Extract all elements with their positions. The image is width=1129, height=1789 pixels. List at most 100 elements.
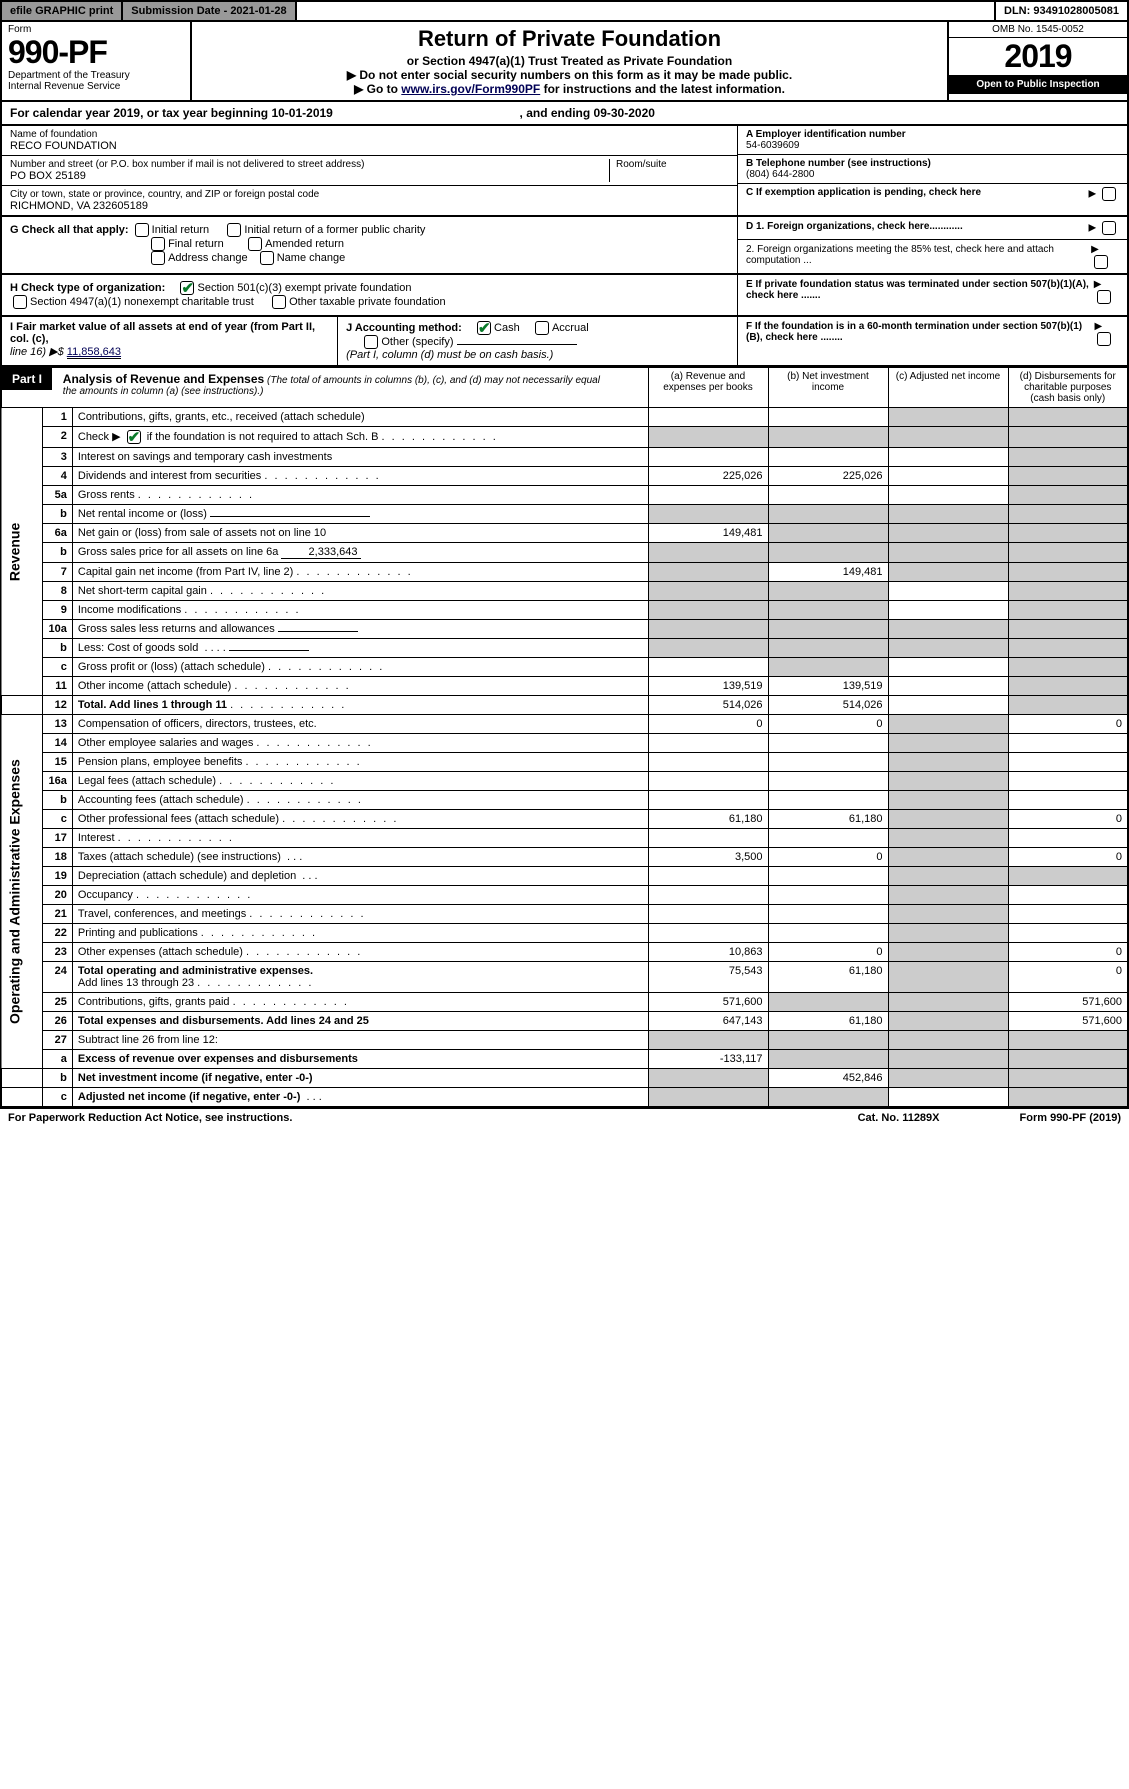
page-title: Return of Private Foundation bbox=[202, 26, 937, 52]
row-num: 8 bbox=[42, 582, 72, 601]
cal-begin: 10-01-2019 bbox=[271, 106, 332, 120]
row-text: Excess of revenue over expenses and disb… bbox=[72, 1050, 648, 1069]
j-label: J Accounting method: bbox=[346, 322, 462, 334]
c-cell: C If exemption application is pending, c… bbox=[738, 184, 1127, 204]
i-line: line 16) ▶$ bbox=[10, 346, 67, 358]
row-num: 23 bbox=[42, 943, 72, 962]
d2-label: 2. Foreign organizations meeting the 85%… bbox=[746, 244, 1091, 269]
row-num: 3 bbox=[42, 448, 72, 467]
table-row: 4 Dividends and interest from securities… bbox=[1, 467, 1128, 486]
j-cash: Cash bbox=[494, 322, 520, 334]
h-o3: Other taxable private foundation bbox=[289, 296, 446, 308]
row-num: 22 bbox=[42, 924, 72, 943]
g-section: G Check all that apply: Initial return I… bbox=[2, 217, 737, 273]
g-o1: Initial return bbox=[152, 224, 209, 236]
row-num: 24 bbox=[42, 962, 72, 993]
table-row: 26 Total expenses and disbursements. Add… bbox=[1, 1012, 1128, 1031]
table-row: c Other professional fees (attach schedu… bbox=[1, 810, 1128, 829]
r2-pre: Check ▶ bbox=[78, 431, 121, 443]
g-name-checkbox[interactable] bbox=[260, 251, 274, 265]
row-num: 5a bbox=[42, 486, 72, 505]
i-value: 11,858,643 bbox=[67, 346, 121, 359]
row-text: Total operating and administrative expen… bbox=[72, 962, 648, 993]
r24-b: 61,180 bbox=[768, 962, 888, 993]
row-text: Other professional fees (attach schedule… bbox=[72, 810, 648, 829]
h-4947-checkbox[interactable] bbox=[13, 295, 27, 309]
r13-d: 0 bbox=[1008, 715, 1128, 734]
g-initial-checkbox[interactable] bbox=[135, 223, 149, 237]
footer: For Paperwork Reduction Act Notice, see … bbox=[0, 1108, 1129, 1127]
row-num: 26 bbox=[42, 1012, 72, 1031]
table-row: c Adjusted net income (if negative, ente… bbox=[1, 1088, 1128, 1108]
address: PO BOX 25189 bbox=[10, 170, 609, 182]
g-address-checkbox[interactable] bbox=[151, 251, 165, 265]
r16c-d: 0 bbox=[1008, 810, 1128, 829]
table-row: 21 Travel, conferences, and meetings bbox=[1, 905, 1128, 924]
row-text: Accounting fees (attach schedule) bbox=[72, 791, 648, 810]
g-initial-public-checkbox[interactable] bbox=[227, 223, 241, 237]
note1: ▶ Do not enter social security numbers o… bbox=[202, 68, 937, 82]
r27b-b: 452,846 bbox=[768, 1069, 888, 1088]
row-num: 4 bbox=[42, 467, 72, 486]
j-other-input[interactable] bbox=[457, 344, 577, 345]
r4-b: 225,026 bbox=[768, 467, 888, 486]
table-row: 3 Interest on savings and temporary cash… bbox=[1, 448, 1128, 467]
schb-checkbox[interactable] bbox=[127, 430, 141, 444]
r23-d: 0 bbox=[1008, 943, 1128, 962]
table-row: b Net investment income (if negative, en… bbox=[1, 1069, 1128, 1088]
row-num: 12 bbox=[42, 696, 72, 715]
c-checkbox[interactable] bbox=[1102, 187, 1116, 201]
row-num: 16a bbox=[42, 772, 72, 791]
table-row: a Excess of revenue over expenses and di… bbox=[1, 1050, 1128, 1069]
j-section: J Accounting method: Cash Accrual Other … bbox=[337, 317, 737, 365]
row-text: Pension plans, employee benefits bbox=[72, 753, 648, 772]
table-row: 8 Net short-term capital gain bbox=[1, 582, 1128, 601]
row-num: 18 bbox=[42, 848, 72, 867]
r10a-input[interactable] bbox=[278, 631, 358, 632]
row-num: 27 bbox=[42, 1031, 72, 1050]
r24-a: 75,543 bbox=[648, 962, 768, 993]
table-row: b Net rental income or (loss) bbox=[1, 505, 1128, 524]
f-checkbox[interactable] bbox=[1097, 332, 1111, 346]
row-text: Compensation of officers, directors, tru… bbox=[72, 715, 648, 734]
f-label: F If the foundation is in a 60-month ter… bbox=[746, 321, 1082, 343]
ein-label: A Employer identification number bbox=[746, 129, 906, 140]
instructions-link[interactable]: www.irs.gov/Form990PF bbox=[401, 82, 540, 96]
r11-b: 139,519 bbox=[768, 677, 888, 696]
row-text: Gross rents bbox=[72, 486, 648, 505]
r11-a: 139,519 bbox=[648, 677, 768, 696]
h-other-checkbox[interactable] bbox=[272, 295, 286, 309]
ein: 54-6039609 bbox=[746, 140, 799, 151]
d2-checkbox[interactable] bbox=[1094, 255, 1108, 269]
d1-checkbox[interactable] bbox=[1102, 221, 1116, 235]
row-num: b bbox=[42, 543, 72, 563]
row-text: Net gain or (loss) from sale of assets n… bbox=[72, 524, 648, 543]
r5b-input[interactable] bbox=[210, 516, 370, 517]
r12-b: 514,026 bbox=[768, 696, 888, 715]
row-num: c bbox=[42, 1088, 72, 1108]
j-accrual-checkbox[interactable] bbox=[535, 321, 549, 335]
row-num: b bbox=[42, 1069, 72, 1088]
h-501c3-checkbox[interactable] bbox=[180, 281, 194, 295]
submission-date: Submission Date - 2021-01-28 bbox=[123, 2, 296, 20]
g-o2: Initial return of a former public charit… bbox=[244, 224, 425, 236]
g-final-checkbox[interactable] bbox=[151, 237, 165, 251]
j-other-checkbox[interactable] bbox=[364, 335, 378, 349]
r13-a: 0 bbox=[648, 715, 768, 734]
row-text: Occupancy bbox=[72, 886, 648, 905]
table-row: 23 Other expenses (attach schedule) 10,8… bbox=[1, 943, 1128, 962]
g-o4: Amended return bbox=[265, 238, 344, 250]
r10b-input[interactable] bbox=[229, 650, 309, 651]
c-label: C If exemption application is pending, c… bbox=[746, 187, 981, 201]
city-label: City or town, state or province, country… bbox=[10, 189, 729, 200]
table-row: 9 Income modifications bbox=[1, 601, 1128, 620]
footer-right: Form 990-PF (2019) bbox=[1020, 1112, 1121, 1124]
id-right: A Employer identification number 54-6039… bbox=[737, 126, 1127, 215]
j-cash-checkbox[interactable] bbox=[477, 321, 491, 335]
row-text: Adjusted net income (if negative, enter … bbox=[72, 1088, 648, 1108]
ij-row: I Fair market value of all assets at end… bbox=[0, 317, 1129, 367]
e-checkbox[interactable] bbox=[1097, 290, 1111, 304]
name-label: Name of foundation bbox=[10, 129, 729, 140]
col-d-header: (d) Disbursements for charitable purpose… bbox=[1008, 368, 1128, 408]
g-amended-checkbox[interactable] bbox=[248, 237, 262, 251]
